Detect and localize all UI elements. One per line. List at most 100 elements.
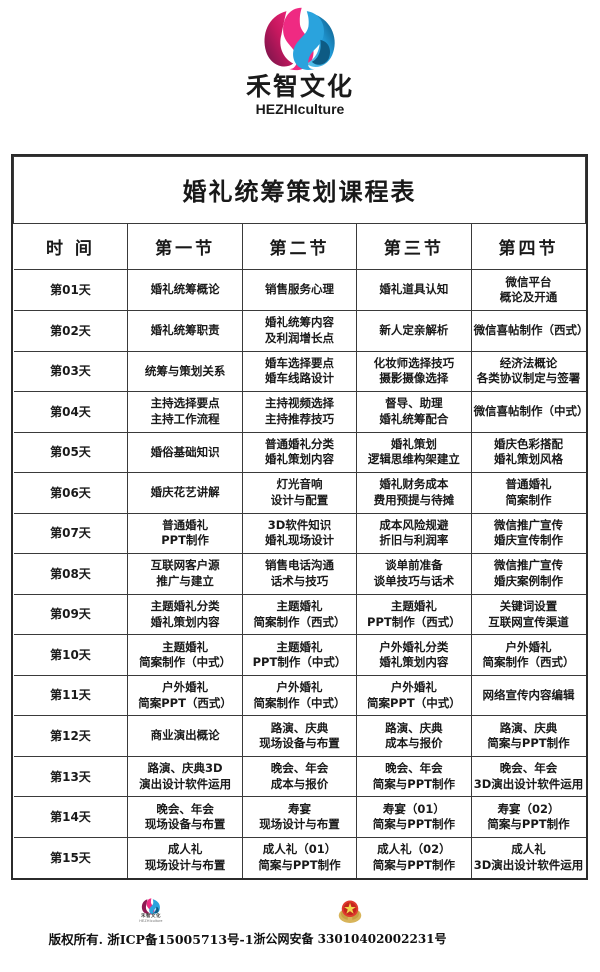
course-line: 谈单前准备 (385, 558, 443, 573)
gov-record-text: 浙公网安备 33010402002231号 (253, 932, 447, 946)
course-line: 婚礼策划内容 (264, 452, 334, 467)
course-line: 销售电话沟通 (264, 558, 334, 573)
table-row: 第07天 普通婚礼 PPT制作 3D软件知识 婚礼现场设计 成本风险规避 折旧与利润率 微信推… (13, 512, 586, 555)
course-line: 路演、庆典 (499, 720, 558, 735)
course-line: 婚礼财务成本 (379, 477, 449, 492)
column-header-2: 第二节 (241, 223, 358, 271)
course-cell: 婚礼统筹概论 (127, 269, 243, 312)
course-cell: 晚会、年会 简案与PPT制作 (356, 755, 472, 798)
course-line: 现场设计与布置 (259, 817, 340, 832)
course-cell: 3D软件知识 婚礼现场设计 (241, 512, 358, 555)
day-cell: 第05天 (13, 431, 129, 474)
course-line: 晚会、年会 (156, 801, 214, 816)
course-cell: 灯光音响 设计与配置 (241, 472, 358, 514)
course-line: 现场设计与布置 (144, 857, 226, 872)
course-line: 寿宴（02） (497, 801, 560, 816)
brand-name-cn: 禾智文化 (245, 72, 354, 101)
course-cell: 成人礼 3D演出设计软件运用 (470, 836, 586, 878)
course-line: 寿宴（01） (382, 801, 445, 816)
course-line: 推广与建立 (156, 573, 214, 588)
course-line: 销售服务心理 (264, 282, 334, 297)
course-cell: 普通婚礼 简案制作 (470, 472, 586, 514)
column-header-0: 时 间 (13, 223, 129, 271)
course-line: 3D演出设计软件运用 (473, 857, 584, 872)
table-row: 第01天 婚礼统筹概论 销售服务心理 婚礼道具认知 微信平台 概论及开通 (13, 269, 586, 312)
course-line: 简案PPT（中式） (367, 695, 461, 710)
course-cell: 互联网客户源 推广与建立 (127, 553, 243, 595)
day-cell: 第06天 (13, 472, 129, 514)
course-line: 普通婚礼 (505, 477, 552, 492)
table-row: 第04天 主持选择要点 主持工作流程 主持视频选择 主持推荐技巧 督导、助理 婚礼统筹配合微… (13, 391, 589, 433)
course-cell: 成人礼（01） 简案与PPT制作 (241, 836, 358, 878)
course-line: 新人定亲解析 (379, 323, 449, 338)
brand-name-en: HEZHIculture (255, 101, 345, 118)
course-line: 演出设计软件运用 (139, 776, 232, 791)
course-line: 简案制作（中式） (139, 655, 232, 670)
table-row: 第11天 户外婚礼 简案PPT（西式） 户外婚礼 简案制作（中式） 户外婚礼 简案PPT（中… (13, 674, 586, 717)
column-header-row: 时 间第一节 第二节 第三节 第四节 (13, 223, 586, 271)
course-line: 经济法概论 (499, 355, 558, 370)
course-line: 谈单技巧与话术 (373, 573, 455, 588)
course-line: 微信喜帖制作（中式） (473, 404, 589, 419)
course-cell: 网络宣传内容编辑 (470, 674, 586, 717)
course-cell: 关键词设置 互联网宣传渠道 (470, 593, 586, 636)
course-line: 简案与PPT制作 (372, 817, 455, 832)
course-line: 成本风险规避 (379, 517, 449, 532)
course-table-body: 婚礼统筹策划课程表 时 间第一节 第二节 第三节 第四节 第01天 婚礼统筹概论 销售服务… (13, 156, 589, 878)
course-line: 普通婚礼分类 (264, 436, 334, 451)
table-row: 第15天 成人礼 现场设计与布置 成人礼（01） 简案与PPT制作 成人礼（02） 简案与P… (13, 836, 586, 878)
course-cell: 婚礼统筹职责 (127, 310, 243, 352)
course-cell: 主题婚礼 PPT制作（中式） (241, 634, 358, 676)
column-header-1: 第一节 (127, 223, 243, 271)
footer-copyright-block: 禾智文化 HEZHIculture 版权所有. 浙ICP备15005713号-1 (36, 898, 266, 948)
course-line: 费用预提与待摊 (373, 492, 455, 507)
course-cell: 化妆师选择技巧 摄影摄像选择 (356, 350, 472, 393)
course-cell: 主题婚礼分类 婚礼策划内容 (127, 593, 243, 636)
course-cell: 婚庆花艺讲解 (127, 472, 243, 514)
course-line: 婚礼统筹内容 (264, 315, 334, 330)
course-line: 主持视频选择 (264, 396, 334, 411)
table-row: 第13天 路演、庆典3D 演出设计软件运用 晚会、年会 成本与报价 晚会、年会 简案与PPT… (13, 755, 586, 798)
course-line: PPT制作（西式） (367, 614, 461, 629)
course-line: 简案与PPT制作 (487, 736, 570, 751)
course-line: 成本与报价 (270, 776, 329, 791)
course-cell: 婚礼策划 逻辑思维构架建立 (356, 431, 472, 474)
course-cell: 统筹与策划关系 (127, 350, 243, 393)
day-cell: 第02天 (13, 310, 129, 352)
course-cell: 户外婚礼分类 婚礼策划内容 (356, 634, 472, 676)
day-cell: 第10天 (13, 634, 129, 676)
table-row: 第14天 晚会、年会 现场设备与布置 寿宴 现场设计与布置 寿宴（01） 简案与PPT制作寿… (13, 796, 586, 838)
table-row: 第02天 婚礼统筹职责 婚礼统筹内容 及利润增长点 新人定亲解析 微信喜帖制作（西式） (13, 310, 589, 352)
course-cell: 主题婚礼 简案制作（西式） (241, 593, 358, 636)
course-line: 婚俗基础知识 (150, 444, 220, 459)
course-line: 简案与PPT制作 (372, 776, 455, 791)
course-cell: 微信平台 概论及开通 (470, 269, 586, 312)
course-line: 简案制作（中式） (253, 695, 346, 710)
course-line: 现场设备与布置 (144, 817, 226, 832)
table-row: 第05天 婚俗基础知识 普通婚礼分类 婚礼策划内容 婚礼策划 逻辑思维构架建立 婚庆色彩搭配… (13, 431, 586, 474)
course-line: 主题婚礼 (276, 639, 323, 654)
course-line: 路演、庆典 (385, 720, 443, 735)
course-line: 互联网客户源 (150, 558, 220, 573)
course-cell: 商业演出概论 (127, 715, 243, 757)
course-cell: 成人礼（02） 简案与PPT制作 (356, 836, 472, 878)
course-line: 户外婚礼 (390, 680, 437, 695)
footer-brand-en: HEZHIculture (139, 918, 163, 923)
course-line: 简案与PPT制作 (258, 857, 341, 872)
course-cell: 普通婚礼分类 婚礼策划内容 (241, 431, 358, 474)
day-cell: 第03天 (13, 350, 129, 393)
table-row: 第09天 主题婚礼分类 婚礼策划内容 主题婚礼 简案制作（西式） 主题婚礼 PPT制作（西式… (13, 593, 586, 636)
course-line: 主题婚礼 (276, 598, 323, 613)
course-line: PPT制作 (161, 533, 209, 548)
course-line: 婚车选择要点 (264, 355, 334, 370)
course-line: 婚礼道具认知 (379, 282, 449, 297)
course-cell: 晚会、年会 成本与报价 (241, 755, 358, 798)
course-cell: 婚礼道具认知 (356, 269, 472, 312)
course-cell: 普通婚礼 PPT制作 (127, 512, 243, 555)
course-cell: 寿宴（02） 简案与PPT制作 (470, 796, 586, 838)
course-line: 简案PPT（西式） (138, 695, 232, 710)
column-header-4: 第四节 (470, 223, 586, 271)
course-cell: 婚俗基础知识 (127, 431, 243, 474)
course-line: 微信推广宣传 (494, 517, 564, 532)
